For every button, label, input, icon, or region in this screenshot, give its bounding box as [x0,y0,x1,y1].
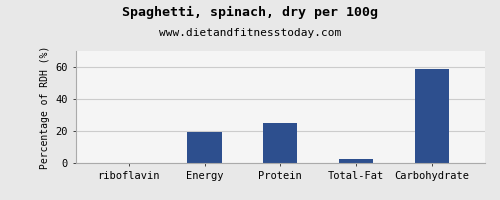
Bar [415,69,449,163]
Bar [188,132,222,163]
Bar [339,159,373,163]
Text: www.dietandfitnesstoday.com: www.dietandfitnesstoday.com [159,28,341,38]
Bar [264,123,298,163]
Text: Spaghetti, spinach, dry per 100g: Spaghetti, spinach, dry per 100g [122,6,378,19]
Y-axis label: Percentage of RDH (%): Percentage of RDH (%) [40,45,50,169]
